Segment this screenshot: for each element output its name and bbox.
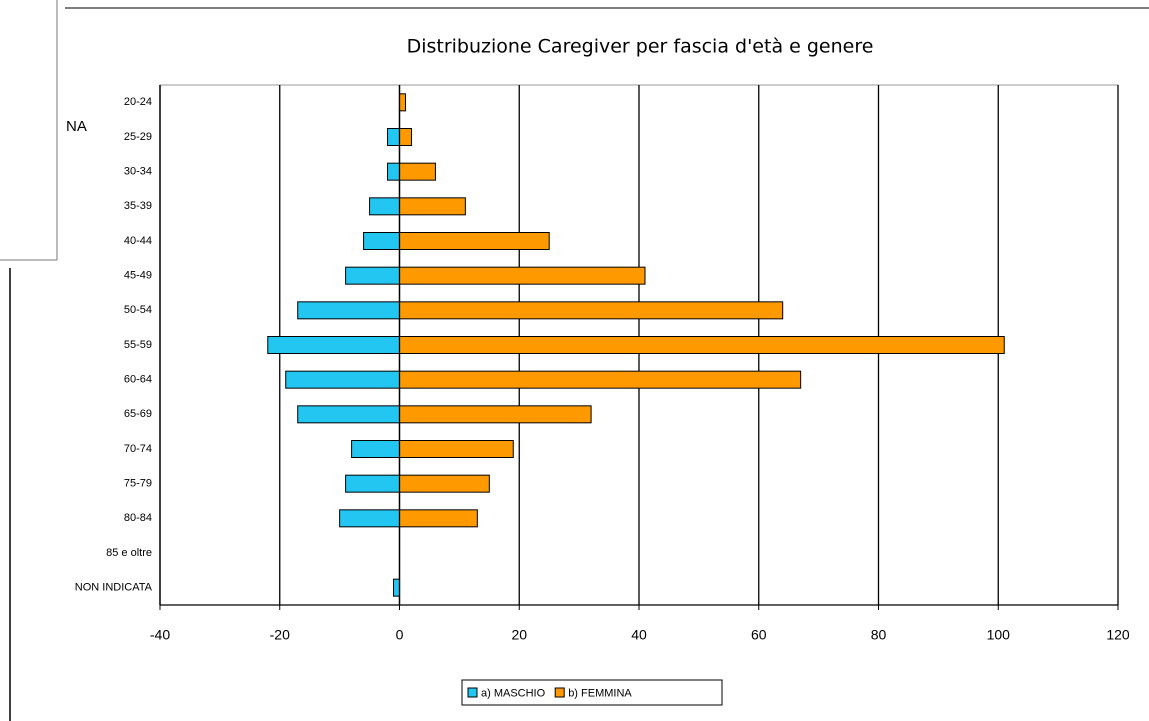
y-tick-label: 50-54	[124, 304, 152, 316]
bar	[399, 93, 406, 112]
x-tick-label: 80	[871, 627, 887, 643]
bar	[399, 405, 592, 424]
y-tick-label: 40-44	[124, 235, 152, 247]
legend-box	[461, 679, 723, 706]
bar	[399, 336, 1005, 354]
y-tick-label: 65-69	[124, 408, 152, 420]
bar	[285, 370, 400, 389]
bar	[369, 197, 400, 216]
bar	[399, 301, 784, 320]
bar	[399, 474, 490, 493]
x-tick-label: 100	[987, 627, 1011, 643]
side-text: NA	[66, 118, 87, 135]
x-tick-label: 0	[396, 627, 404, 643]
y-tick-label: 85 e oltre	[106, 547, 152, 559]
bar	[363, 232, 401, 250]
y-tick-label: 25-29	[124, 131, 152, 143]
y-tick-label: 30-34	[124, 166, 152, 178]
bar	[399, 232, 550, 250]
x-tick-label: -40	[150, 627, 170, 643]
bar	[267, 336, 400, 354]
bar	[393, 578, 401, 597]
bar	[399, 509, 478, 528]
y-tick-label: 80-84	[124, 512, 152, 524]
bar	[399, 440, 514, 458]
y-tick-label: 75-79	[124, 478, 152, 490]
x-tick-label: 40	[631, 627, 647, 643]
bar	[345, 474, 400, 493]
bar	[399, 197, 466, 216]
bar	[399, 162, 436, 181]
y-tick-label: 60-64	[124, 374, 152, 386]
x-tick-label: -20	[270, 627, 290, 643]
bar	[351, 440, 401, 458]
bar	[387, 128, 400, 146]
x-tick-label: 20	[511, 627, 527, 643]
y-tick-label: 20-24	[124, 96, 152, 108]
legend-label: b) FEMMINA	[568, 687, 632, 699]
legend-label: a) MASCHIO	[481, 687, 546, 699]
bar	[399, 266, 646, 285]
bar	[399, 370, 802, 389]
y-tick-label: 35-39	[124, 200, 152, 212]
x-tick-label: 120	[1106, 627, 1130, 643]
bar	[297, 301, 400, 320]
bar	[399, 128, 412, 146]
x-tick-label: 60	[751, 627, 767, 643]
y-tick-label: 45-49	[124, 270, 152, 282]
y-tick-label: NON INDICATA	[75, 582, 153, 594]
bar	[297, 405, 400, 424]
bar	[387, 162, 400, 181]
chart-title: Distribuzione Caregiver per fascia d'età…	[407, 36, 874, 58]
legend-swatch	[467, 687, 478, 698]
legend-swatch	[554, 687, 565, 698]
bar	[339, 509, 400, 528]
bar	[345, 266, 400, 285]
y-tick-label: 55-59	[124, 339, 152, 351]
y-tick-label: 70-74	[124, 443, 152, 455]
